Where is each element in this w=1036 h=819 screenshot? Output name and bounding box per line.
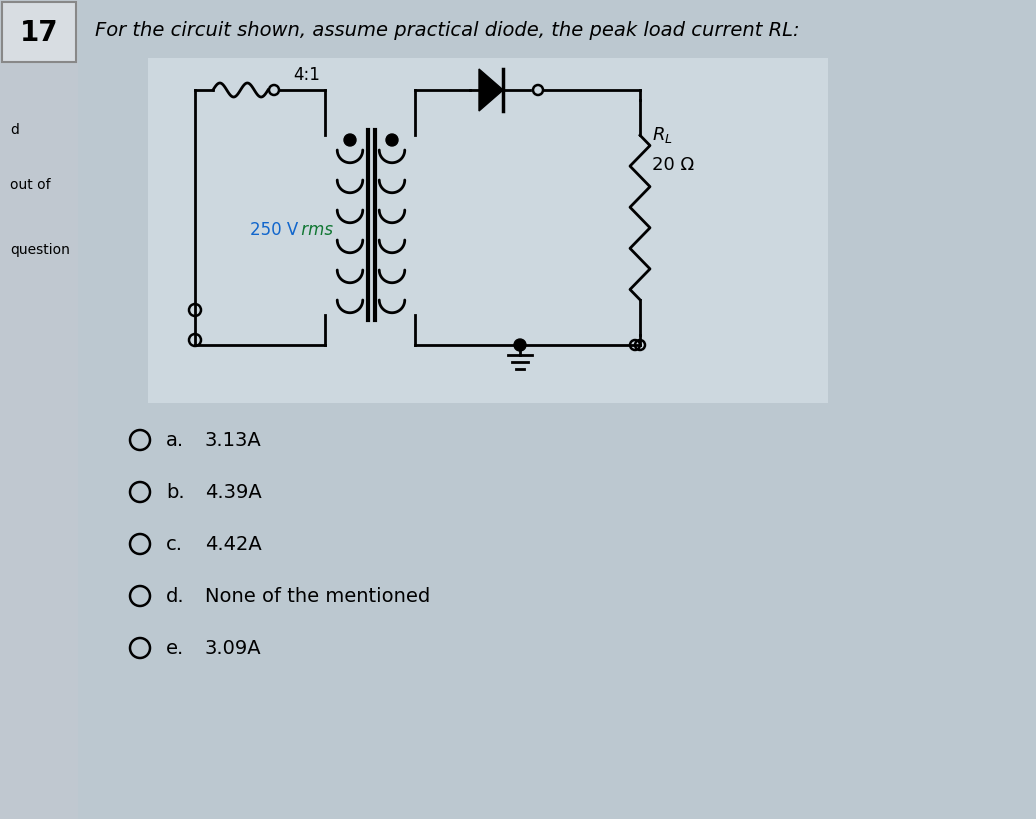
Circle shape [344,134,356,146]
FancyBboxPatch shape [78,0,1036,819]
Text: rms: rms [296,221,333,239]
FancyBboxPatch shape [2,2,76,62]
FancyBboxPatch shape [0,0,78,819]
Text: 3.09A: 3.09A [205,639,262,658]
Text: 4:1: 4:1 [293,66,320,84]
Text: a.: a. [166,431,184,450]
Text: d: d [10,123,19,137]
Text: 4.39A: 4.39A [205,482,262,501]
Circle shape [514,339,526,351]
Text: 3.13A: 3.13A [205,431,262,450]
Text: None of the mentioned: None of the mentioned [205,586,430,605]
Text: e.: e. [166,639,184,658]
FancyBboxPatch shape [148,58,828,403]
Text: out of: out of [10,178,51,192]
Text: 4.42A: 4.42A [205,535,262,554]
Text: question: question [10,243,69,257]
Text: $R_L$: $R_L$ [652,125,672,145]
Text: For the circuit shown, assume practical diode, the peak load current RL:: For the circuit shown, assume practical … [95,20,800,39]
Text: d.: d. [166,586,184,605]
Text: b.: b. [166,482,184,501]
Text: 20 Ω: 20 Ω [652,156,694,174]
Text: c.: c. [166,535,183,554]
Text: 17: 17 [20,19,58,47]
Circle shape [386,134,398,146]
Text: 250 V: 250 V [250,221,298,239]
Polygon shape [479,69,503,111]
